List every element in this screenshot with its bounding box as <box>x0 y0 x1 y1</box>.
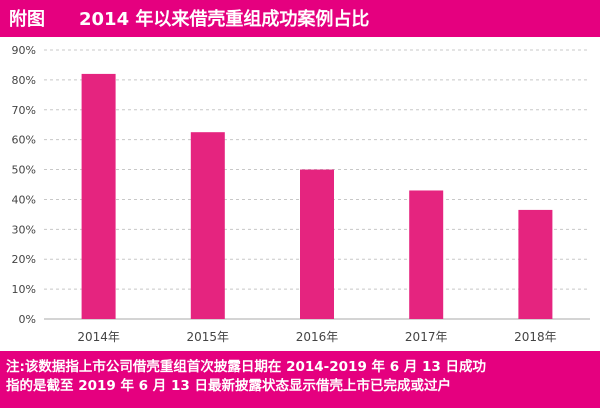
y-tick-label: 90% <box>12 44 36 57</box>
x-tick-label: 2014年 <box>77 330 120 344</box>
bar-2018年 <box>518 209 553 319</box>
bar-2017年 <box>409 190 444 319</box>
title-bar: 附图 2014 年以来借壳重组成功案例占比 <box>0 0 600 37</box>
figure-label: 附图 <box>9 9 45 30</box>
chart-title: 2014 年以来借壳重组成功案例占比 <box>79 9 370 30</box>
bar-2016年 <box>300 169 334 319</box>
x-tick-label: 2016年 <box>296 330 339 344</box>
x-tick-label: 2015年 <box>187 330 230 344</box>
bar-2015年 <box>190 132 225 319</box>
y-tick-label: 30% <box>12 223 36 236</box>
y-tick-label: 40% <box>12 193 36 206</box>
footnote-line-2: 指的是截至 2019 年 6 月 13 日最新披露状态显示借壳上市已完成或过户 <box>6 378 451 394</box>
y-tick-label: 20% <box>12 253 36 266</box>
y-tick-label: 50% <box>12 164 36 177</box>
chart-svg: 0% 10% 20% 30% 40% 50% 60% 70% 80% 90% 2014年 2015年 2… <box>12 44 590 344</box>
y-tick-label: 10% <box>12 283 36 296</box>
footnote: 注:该数据指上市公司借壳重组首次披露日期在 2014-2019 年 6 月 13… <box>0 351 600 408</box>
y-tick-label: 80% <box>12 74 36 87</box>
y-tick-label: 60% <box>12 134 36 147</box>
x-tick-label: 2017年 <box>405 330 448 344</box>
bar-2014年 <box>81 73 116 320</box>
x-tick-label: 2018年 <box>514 330 557 344</box>
footnote-line-1: 注:该数据指上市公司借壳重组首次披露日期在 2014-2019 年 6 月 13… <box>6 359 487 375</box>
bar-chart: 0% 10% 20% 30% 40% 50% 60% 70% 80% 90% 2014年 2015年 2… <box>0 37 600 351</box>
y-tick-label: 70% <box>12 104 36 117</box>
y-tick-label: 0% <box>19 313 36 326</box>
